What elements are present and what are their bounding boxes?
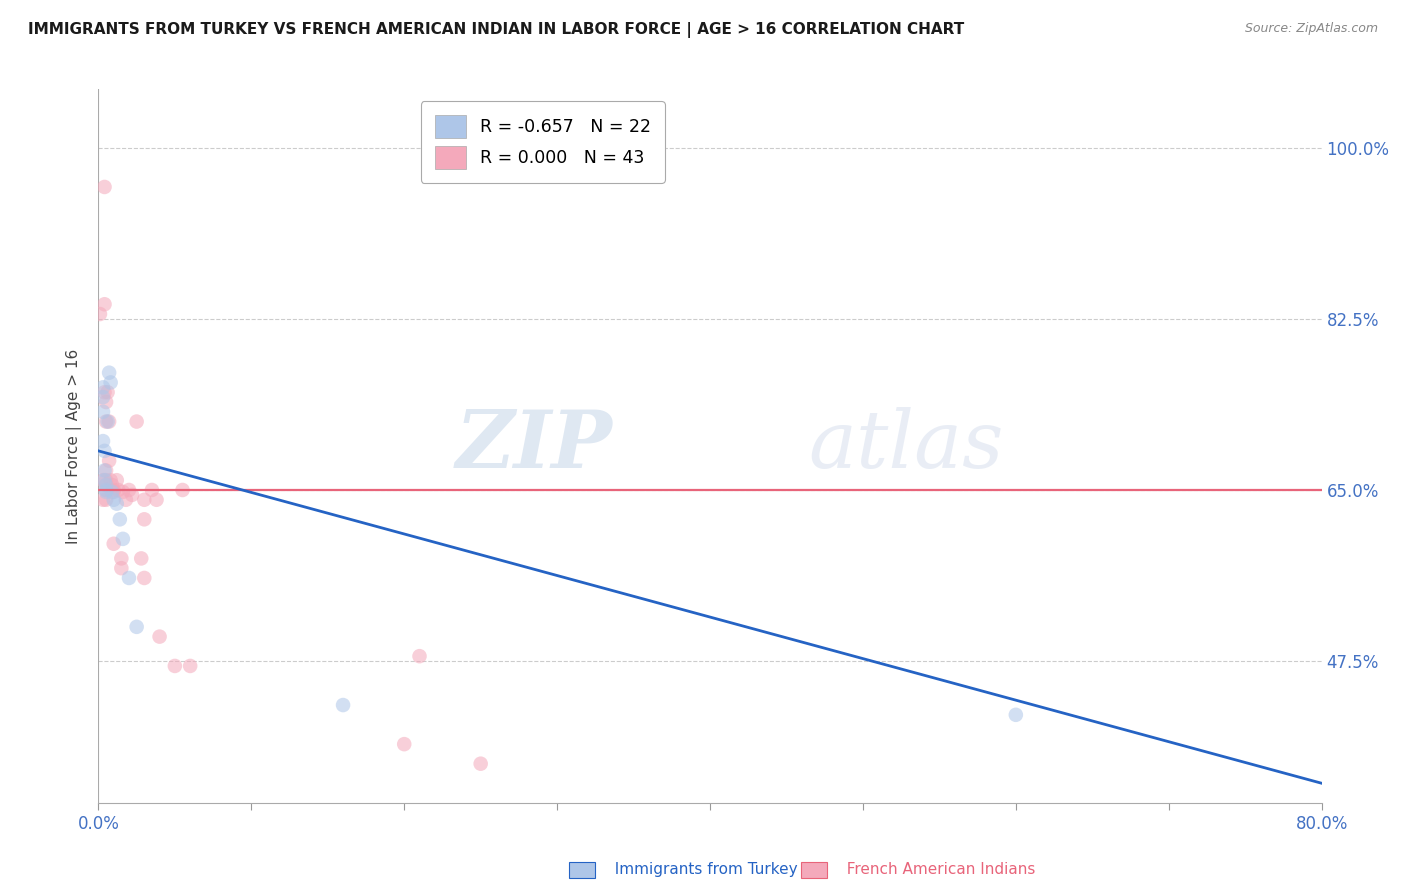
Text: IMMIGRANTS FROM TURKEY VS FRENCH AMERICAN INDIAN IN LABOR FORCE | AGE > 16 CORRE: IMMIGRANTS FROM TURKEY VS FRENCH AMERICA… <box>28 22 965 38</box>
Point <box>100 473 122 487</box>
Point <box>103 492 125 507</box>
Point <box>93 463 115 477</box>
Point <box>91 492 114 507</box>
Point <box>179 659 201 673</box>
Point <box>111 485 134 500</box>
Point <box>125 415 148 429</box>
Point <box>94 463 117 477</box>
Point <box>1004 707 1026 722</box>
Text: atlas: atlas <box>808 408 1004 484</box>
Text: Immigrants from Turkey: Immigrants from Turkey <box>605 863 797 877</box>
Point <box>172 483 194 497</box>
Point <box>98 453 121 467</box>
Point <box>105 497 128 511</box>
Point <box>111 532 134 546</box>
Point <box>134 492 156 507</box>
Point <box>94 483 117 497</box>
Point <box>129 551 152 566</box>
Text: Source: ZipAtlas.com: Source: ZipAtlas.com <box>1244 22 1378 36</box>
Point <box>163 659 186 673</box>
Point <box>470 756 492 771</box>
Point <box>94 395 117 409</box>
Point <box>103 485 125 500</box>
Point <box>93 443 115 458</box>
Point <box>105 473 128 487</box>
Point <box>103 537 125 551</box>
Point <box>108 512 131 526</box>
Point <box>89 307 111 321</box>
Point <box>97 385 120 400</box>
Point <box>118 571 141 585</box>
Point <box>93 297 115 311</box>
Point <box>101 485 124 500</box>
Point <box>91 405 114 419</box>
Point <box>91 473 114 487</box>
Point <box>98 366 121 380</box>
Point <box>103 483 125 497</box>
Point <box>392 737 416 751</box>
Point <box>94 485 117 500</box>
Point <box>93 180 115 194</box>
Point <box>141 483 163 497</box>
Point <box>110 561 132 575</box>
Point <box>107 483 129 497</box>
Y-axis label: In Labor Force | Age > 16: In Labor Force | Age > 16 <box>66 349 83 543</box>
Point <box>408 649 430 664</box>
Point <box>91 390 114 404</box>
Point <box>149 630 172 644</box>
Point <box>98 415 121 429</box>
Point <box>94 492 117 507</box>
Point <box>94 478 117 492</box>
Point <box>125 620 148 634</box>
Point <box>91 434 114 449</box>
Point <box>91 380 114 394</box>
Point <box>145 492 167 507</box>
Point <box>93 473 115 487</box>
Point <box>94 478 117 492</box>
Text: ZIP: ZIP <box>456 408 612 484</box>
Point <box>118 483 141 497</box>
Legend: R = -0.657   N = 22, R = 0.000   N = 43: R = -0.657 N = 22, R = 0.000 N = 43 <box>420 102 665 183</box>
Point <box>94 473 117 487</box>
Point <box>97 415 120 429</box>
Point <box>134 571 156 585</box>
Point <box>100 376 122 390</box>
Point <box>101 478 124 492</box>
Point <box>94 483 117 497</box>
Point <box>332 698 354 712</box>
Point <box>115 492 138 507</box>
Point <box>110 551 132 566</box>
Text: French American Indians: French American Indians <box>837 863 1035 877</box>
Point <box>94 415 117 429</box>
Point <box>93 385 115 400</box>
Point <box>134 512 156 526</box>
Point <box>121 488 143 502</box>
